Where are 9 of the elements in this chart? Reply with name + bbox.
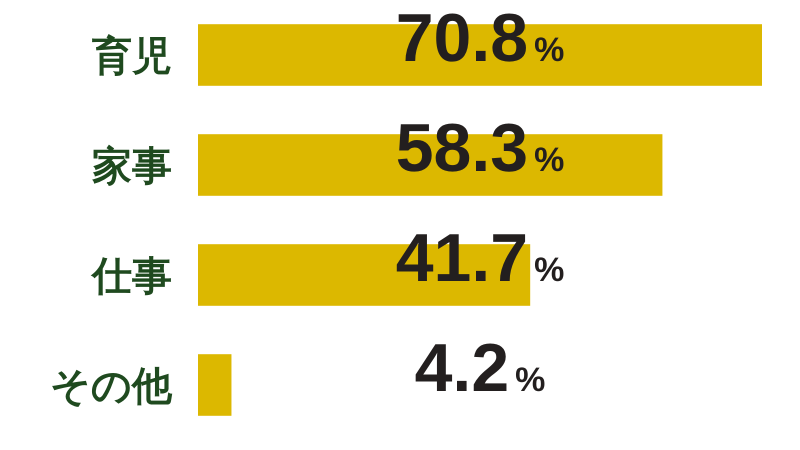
data-label: 41.7% [396,220,564,296]
y-tick-label: 家事 [92,143,172,190]
data-label: 58.3% [396,110,564,186]
bar [198,354,232,416]
data-label: 4.2% [414,330,546,406]
y-tick-label: 育児 [91,33,172,80]
y-tick-label: その他 [50,363,173,410]
y-tick-label: 仕事 [90,253,172,300]
data-label: 70.8% [396,0,564,76]
